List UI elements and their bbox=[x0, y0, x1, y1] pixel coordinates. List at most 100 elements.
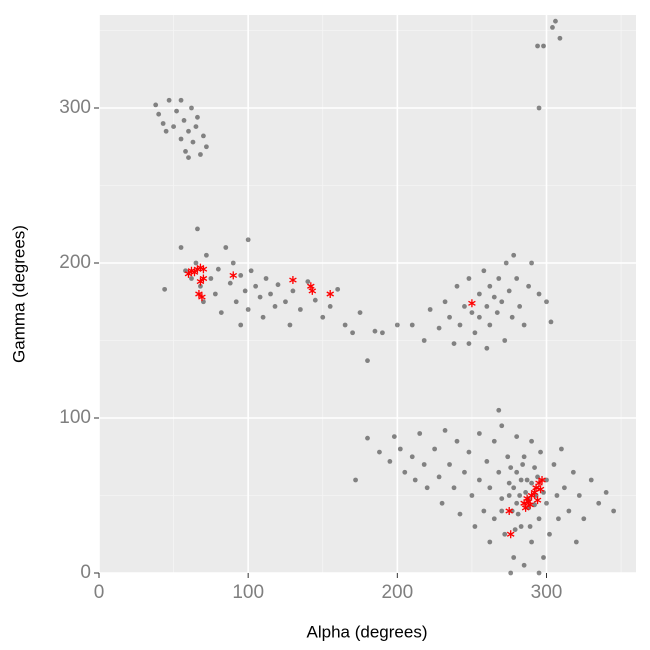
point bbox=[524, 497, 533, 506]
point bbox=[496, 469, 502, 475]
point bbox=[320, 314, 326, 320]
point bbox=[223, 245, 229, 250]
point bbox=[181, 118, 187, 123]
point bbox=[541, 490, 546, 495]
point bbox=[268, 291, 273, 297]
point bbox=[529, 480, 534, 486]
point bbox=[153, 102, 159, 108]
point bbox=[611, 508, 617, 514]
point bbox=[521, 454, 527, 460]
point bbox=[494, 310, 500, 315]
point bbox=[229, 271, 238, 280]
point bbox=[365, 358, 370, 364]
point bbox=[417, 431, 423, 436]
point bbox=[518, 477, 524, 483]
point bbox=[484, 459, 490, 464]
point bbox=[421, 462, 427, 467]
point bbox=[198, 152, 203, 157]
point bbox=[508, 570, 514, 576]
point bbox=[238, 273, 244, 278]
point bbox=[562, 485, 567, 491]
point bbox=[357, 310, 363, 315]
point bbox=[195, 114, 200, 120]
point bbox=[523, 490, 529, 495]
point bbox=[559, 446, 564, 452]
point bbox=[557, 35, 563, 41]
point bbox=[518, 524, 524, 529]
point bbox=[457, 322, 463, 328]
point bbox=[186, 128, 191, 134]
point bbox=[215, 266, 221, 272]
point bbox=[517, 304, 523, 309]
point bbox=[505, 507, 513, 515]
point bbox=[466, 276, 472, 281]
point bbox=[521, 322, 527, 328]
point bbox=[536, 105, 542, 111]
point bbox=[199, 274, 208, 283]
point bbox=[391, 434, 397, 439]
point bbox=[536, 570, 542, 576]
point bbox=[454, 283, 460, 289]
point bbox=[238, 322, 244, 328]
point bbox=[457, 511, 463, 517]
point bbox=[442, 299, 448, 305]
point bbox=[245, 307, 251, 312]
point bbox=[353, 477, 358, 483]
point bbox=[442, 428, 448, 433]
y-axis-title: Gamma (degrees) bbox=[9, 225, 28, 363]
point bbox=[466, 449, 472, 455]
point bbox=[535, 479, 543, 488]
point bbox=[350, 330, 355, 336]
point bbox=[397, 446, 403, 452]
point bbox=[462, 304, 467, 309]
point bbox=[402, 469, 408, 475]
point bbox=[198, 283, 203, 289]
point bbox=[204, 252, 209, 258]
point bbox=[195, 226, 200, 232]
point bbox=[163, 128, 169, 134]
point bbox=[511, 555, 517, 560]
point bbox=[541, 555, 546, 560]
point bbox=[503, 260, 509, 266]
point bbox=[160, 121, 166, 126]
point bbox=[502, 531, 508, 537]
point bbox=[499, 508, 505, 514]
point bbox=[588, 477, 594, 483]
point bbox=[432, 446, 438, 452]
x-tick-label: 0 bbox=[94, 582, 105, 603]
point bbox=[517, 493, 523, 498]
point bbox=[508, 465, 514, 470]
point bbox=[556, 516, 561, 522]
point bbox=[424, 485, 430, 491]
point bbox=[496, 276, 502, 281]
point bbox=[573, 539, 579, 545]
point bbox=[505, 454, 511, 460]
point bbox=[469, 310, 475, 315]
point bbox=[412, 477, 418, 483]
point bbox=[491, 516, 497, 522]
point bbox=[529, 539, 534, 545]
point bbox=[506, 288, 512, 294]
point bbox=[189, 276, 194, 281]
point bbox=[447, 462, 452, 467]
point bbox=[511, 485, 517, 491]
point bbox=[290, 288, 296, 294]
point bbox=[476, 477, 482, 483]
point bbox=[481, 508, 487, 514]
point bbox=[166, 97, 172, 103]
point bbox=[551, 462, 557, 467]
point bbox=[469, 493, 475, 498]
point bbox=[327, 304, 333, 309]
point bbox=[272, 304, 278, 309]
point bbox=[511, 252, 517, 258]
point bbox=[481, 268, 487, 274]
point bbox=[530, 488, 539, 497]
point bbox=[233, 299, 239, 305]
point bbox=[581, 516, 587, 522]
point bbox=[199, 265, 208, 274]
point bbox=[451, 341, 457, 346]
point bbox=[548, 319, 554, 325]
point bbox=[529, 260, 534, 266]
point bbox=[245, 237, 251, 243]
point bbox=[532, 465, 537, 470]
